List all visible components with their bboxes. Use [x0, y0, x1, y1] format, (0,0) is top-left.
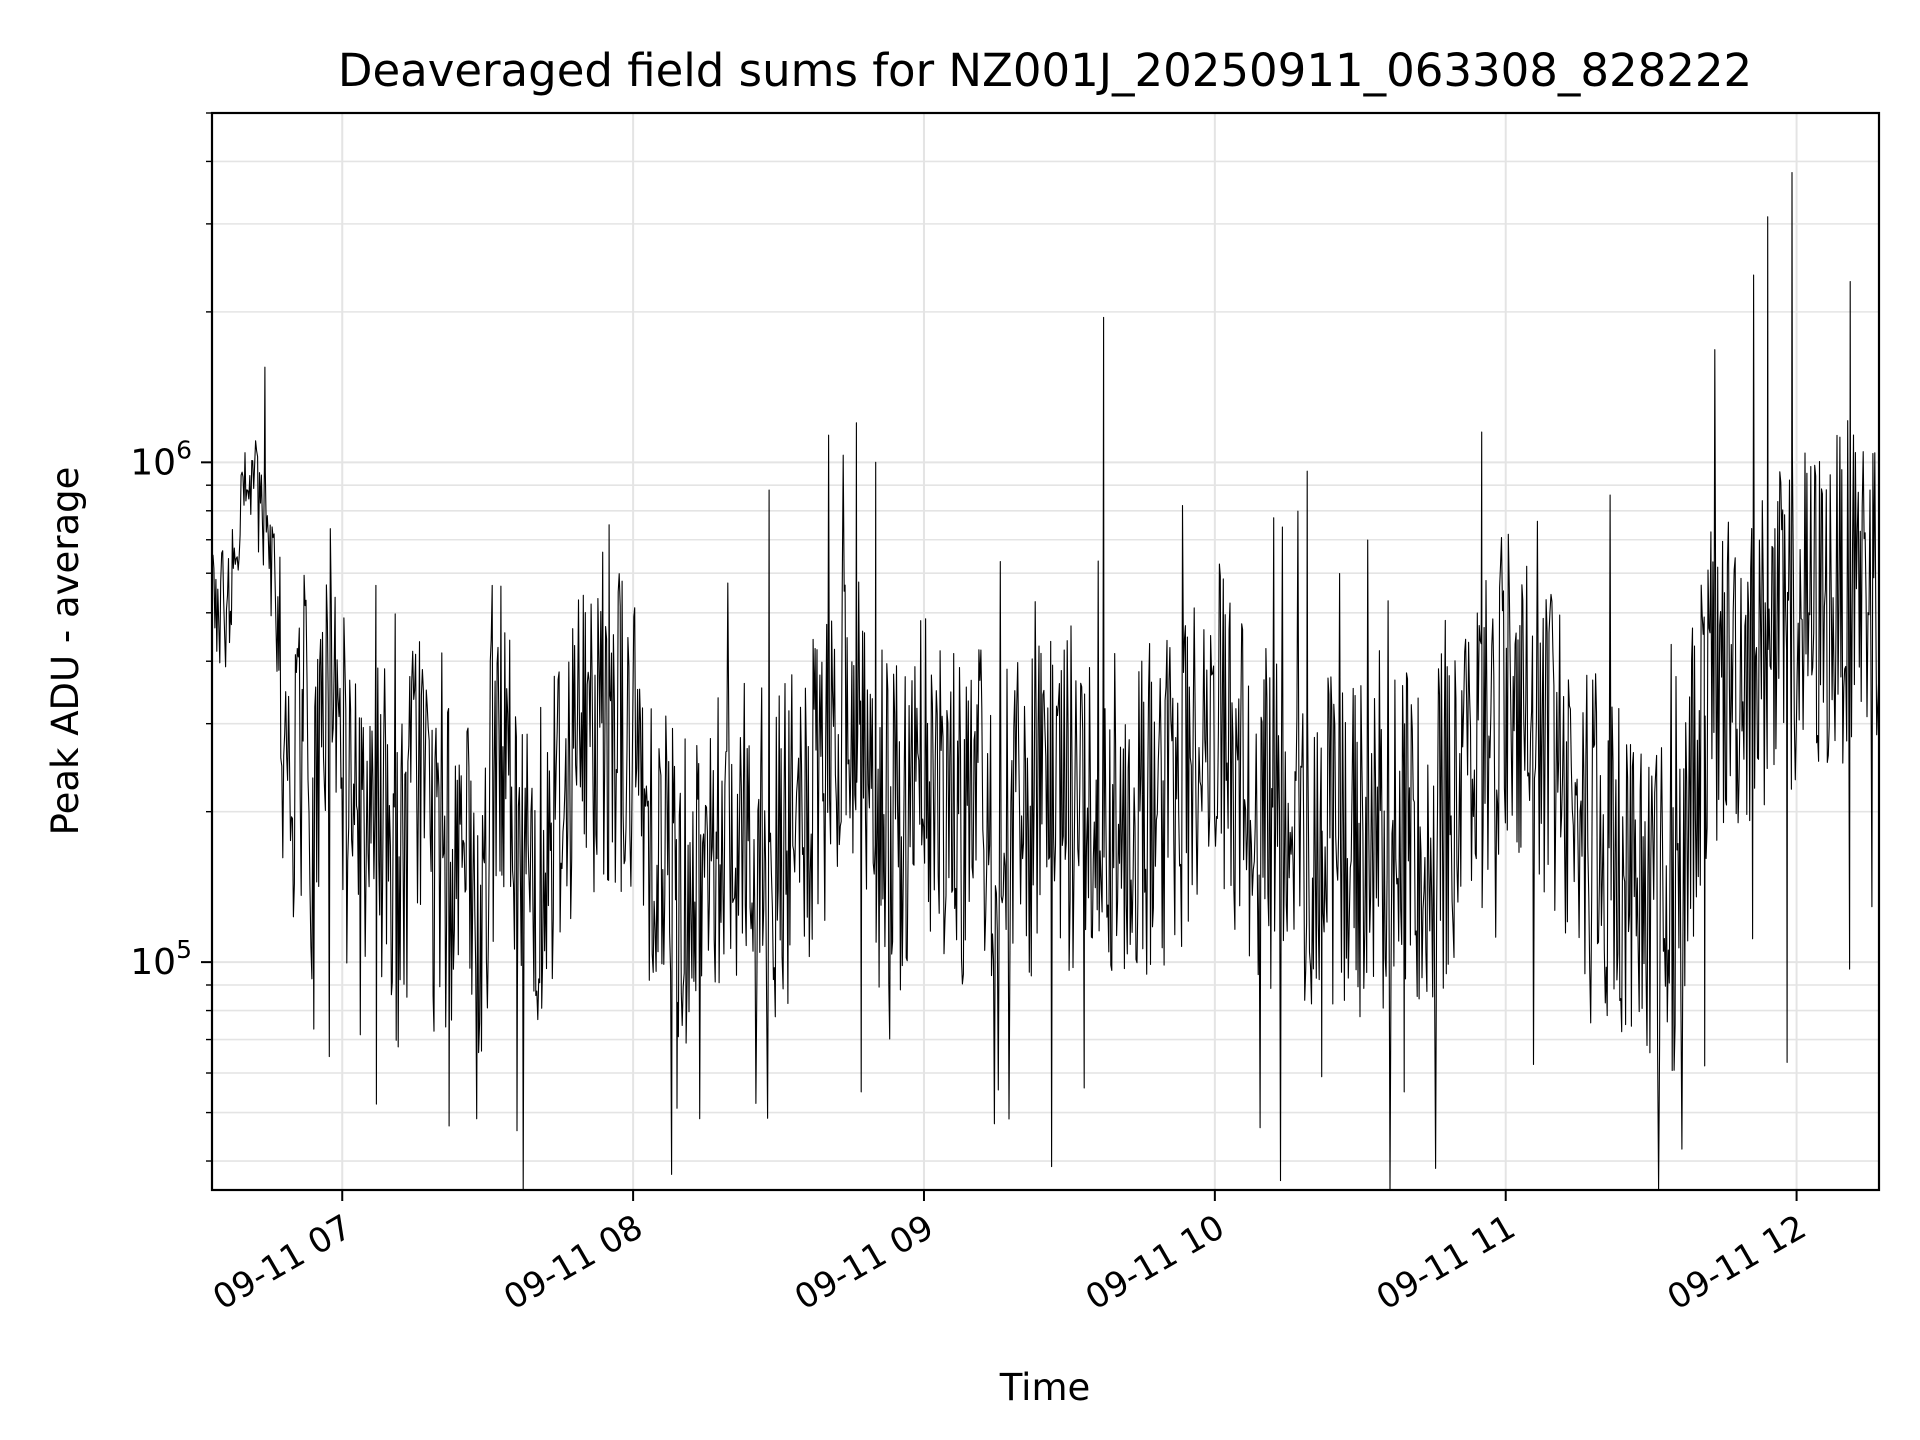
- y-axis-label: Peak ADU - average: [44, 467, 87, 836]
- series-line: [211, 172, 1880, 1191]
- y-tick-label: 106: [130, 435, 192, 483]
- y-tick-label: 105: [130, 935, 192, 983]
- y-tick-label-exponent: 5: [176, 935, 192, 964]
- data-line: [211, 172, 1880, 1191]
- plot-frame: [210, 111, 1881, 1192]
- y-tick-label-base: 10: [130, 442, 176, 483]
- y-tick-label-exponent: 6: [176, 435, 192, 464]
- chart-title: Deaveraged field sums for NZ001J_2025091…: [338, 44, 1752, 97]
- y-tick-label-base: 10: [130, 942, 176, 983]
- x-axis-label: Time: [999, 1366, 1091, 1409]
